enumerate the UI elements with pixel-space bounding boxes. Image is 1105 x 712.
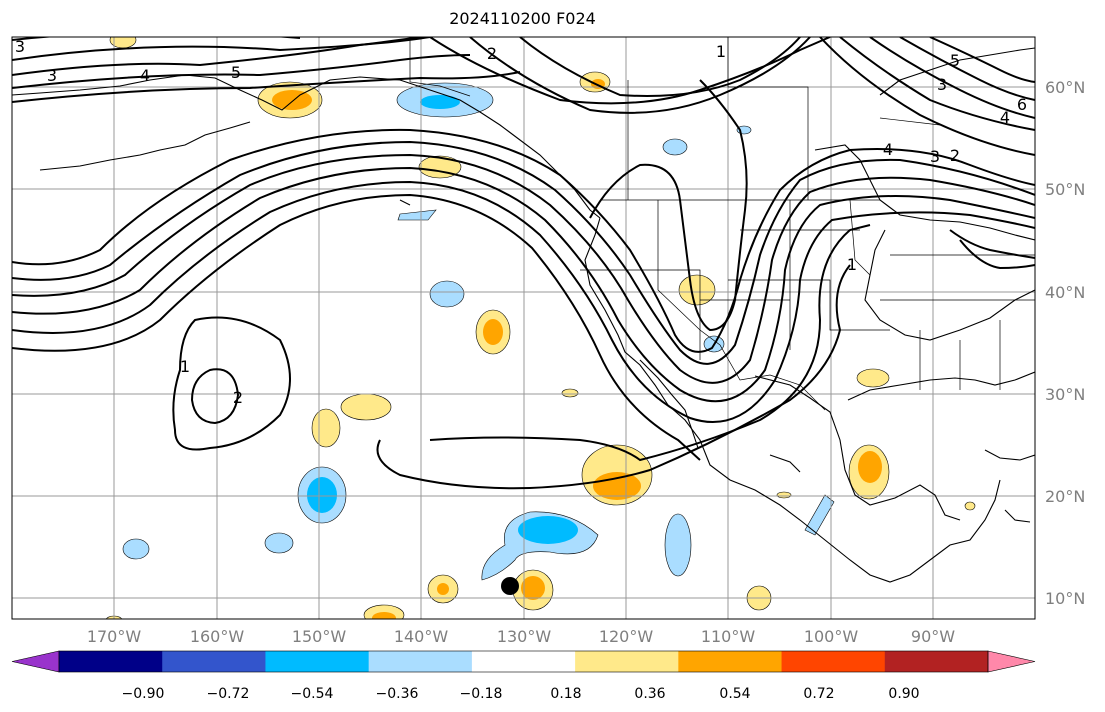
contour-label: 4 bbox=[140, 66, 150, 85]
colorbar-segment bbox=[265, 651, 370, 672]
contour-label: 5 bbox=[950, 51, 960, 70]
colorbar bbox=[11, 650, 1036, 673]
lat-label: 50°N bbox=[1045, 180, 1085, 199]
map-panel: 3 3 4 5 2 1 5 3 6 4 4 3 2 1 1 2 bbox=[12, 37, 1035, 619]
colorbar-extend-high bbox=[987, 650, 1036, 673]
contour-label: 2 bbox=[950, 146, 960, 165]
lon-label: 160°W bbox=[190, 627, 245, 646]
colorbar-extend-low bbox=[11, 650, 60, 673]
lat-label: 60°N bbox=[1045, 78, 1085, 97]
colorbar-segment bbox=[162, 651, 266, 672]
colorbar-tick-label: 0.72 bbox=[803, 686, 834, 702]
contour-label: 3 bbox=[930, 147, 940, 166]
colorbar-segment bbox=[471, 651, 576, 672]
colorbar-tick-label: 0.36 bbox=[634, 686, 665, 702]
colorbar-tick-label: −0.36 bbox=[376, 686, 419, 702]
colorbar-segment bbox=[678, 651, 783, 672]
colorbar-segment bbox=[781, 651, 886, 672]
contour-label: 1 bbox=[847, 255, 857, 274]
lon-label: 150°W bbox=[292, 627, 347, 646]
longitude-labels: 170°W 160°W 150°W 140°W 130°W 120°W 110°… bbox=[87, 627, 955, 646]
contour-label: 1 bbox=[716, 42, 726, 61]
lat-label: 20°N bbox=[1045, 487, 1085, 506]
contour-label: 6 bbox=[1017, 95, 1027, 114]
lon-label: 130°W bbox=[497, 627, 552, 646]
contour-label: 3 bbox=[15, 37, 25, 56]
colorbar-tick-labels: −0.90 −0.72 −0.54 −0.36 −0.18 0.18 0.36 … bbox=[122, 686, 920, 702]
contour-label: 3 bbox=[937, 75, 947, 94]
contour-label: 2 bbox=[233, 388, 243, 407]
lat-label: 40°N bbox=[1045, 283, 1085, 302]
contour-label: 2 bbox=[487, 44, 497, 63]
height-contours bbox=[12, 37, 1035, 490]
lon-label: 170°W bbox=[87, 627, 142, 646]
contour-label: 5 bbox=[231, 63, 241, 82]
location-marker bbox=[501, 577, 519, 595]
contour-label: 4 bbox=[1000, 108, 1010, 127]
political-borders bbox=[409, 37, 1035, 411]
colorbar-tick-label: 0.54 bbox=[719, 686, 750, 702]
colorbar-segment bbox=[884, 651, 989, 672]
colorbar-segment bbox=[575, 651, 679, 672]
contour-label: 1 bbox=[180, 357, 190, 376]
coastlines bbox=[12, 47, 1035, 583]
lon-label: 100°W bbox=[804, 627, 859, 646]
colorbar-tick-label: 0.90 bbox=[888, 686, 919, 702]
colorbar-segment bbox=[368, 651, 473, 672]
lon-label: 110°W bbox=[701, 627, 756, 646]
contour-label: 4 bbox=[883, 140, 893, 159]
latitude-labels: 60°N 50°N 40°N 30°N 20°N 10°N bbox=[1045, 78, 1085, 608]
lat-label: 30°N bbox=[1045, 385, 1085, 404]
colorbar-tick-label: −0.90 bbox=[122, 686, 165, 702]
map-frame bbox=[11, 36, 1036, 620]
lon-label: 140°W bbox=[394, 627, 449, 646]
colorbar-tick-label: −0.72 bbox=[207, 686, 250, 702]
lon-label: 120°W bbox=[599, 627, 654, 646]
contour-labels: 3 3 4 5 2 1 5 3 6 4 4 3 2 1 1 2 bbox=[15, 37, 1027, 407]
lon-label: 90°W bbox=[911, 627, 955, 646]
lat-label: 10°N bbox=[1045, 589, 1085, 608]
colorbar-tick-label: −0.18 bbox=[460, 686, 503, 702]
colorbar-tick-label: 0.18 bbox=[550, 686, 581, 702]
colorbar-tick-label: −0.54 bbox=[291, 686, 334, 702]
contour-label: 3 bbox=[47, 66, 57, 85]
colorbar-frame bbox=[58, 650, 989, 673]
chart-title: 2024110200 F024 bbox=[449, 9, 596, 28]
gridlines bbox=[12, 37, 1035, 619]
colorbar-segment bbox=[59, 651, 163, 672]
